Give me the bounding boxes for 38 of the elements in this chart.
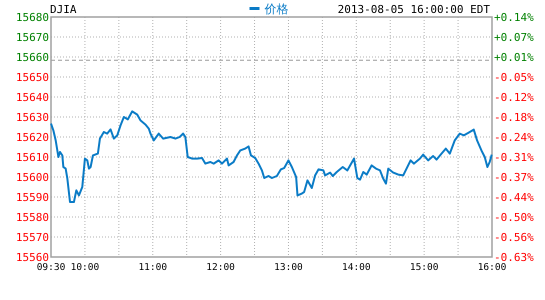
xtick: 14:00 xyxy=(342,262,371,273)
subtitle: 2013-08-05 16:00:00 EDT xyxy=(338,3,490,16)
ytick: 15620 xyxy=(16,131,49,144)
y2tick: +0.07% xyxy=(494,31,534,44)
y2tick: -0.50% xyxy=(494,211,534,224)
ytick: 15570 xyxy=(16,231,49,244)
y2tick: -0.63% xyxy=(494,251,534,264)
ytick: 15640 xyxy=(16,91,49,104)
ytick: 15580 xyxy=(16,211,49,224)
y2tick: -0.12% xyxy=(494,91,534,104)
xtick: 09:30 xyxy=(36,262,66,273)
y2tick: -0.37% xyxy=(494,171,534,184)
ytick: 15590 xyxy=(16,191,49,204)
legend: 价格 xyxy=(250,2,288,16)
ytick: 15600 xyxy=(16,171,49,184)
y2tick: -0.56% xyxy=(494,230,534,244)
y2tick: -0.05% xyxy=(494,71,534,84)
y2tick: +0.14% xyxy=(494,11,534,24)
ytick: 15660 xyxy=(16,51,49,64)
y2tick: -0.44% xyxy=(494,191,534,204)
xtick: 10:00 xyxy=(70,262,100,273)
xtick: 16:00 xyxy=(478,262,506,273)
ytick: 15650 xyxy=(16,71,49,84)
xtick: 15:00 xyxy=(410,262,438,273)
y2tick: -0.31% xyxy=(494,151,534,164)
legend-label: 价格 xyxy=(264,2,288,16)
ytick: 15680 xyxy=(16,11,49,24)
y2tick: -0.18% xyxy=(494,110,534,124)
xtick: 11:00 xyxy=(138,262,168,273)
xtick: 13:00 xyxy=(274,262,303,273)
ytick: 15630 xyxy=(16,111,49,124)
xtick: 12:00 xyxy=(206,262,235,273)
ytick: 15560 xyxy=(16,251,49,264)
ytick: 15670 xyxy=(16,31,49,44)
ytick: 15610 xyxy=(16,151,49,164)
y2tick: +0.01% xyxy=(494,51,534,64)
title: DJIA xyxy=(50,3,76,16)
y2tick: -0.24% xyxy=(494,131,534,144)
